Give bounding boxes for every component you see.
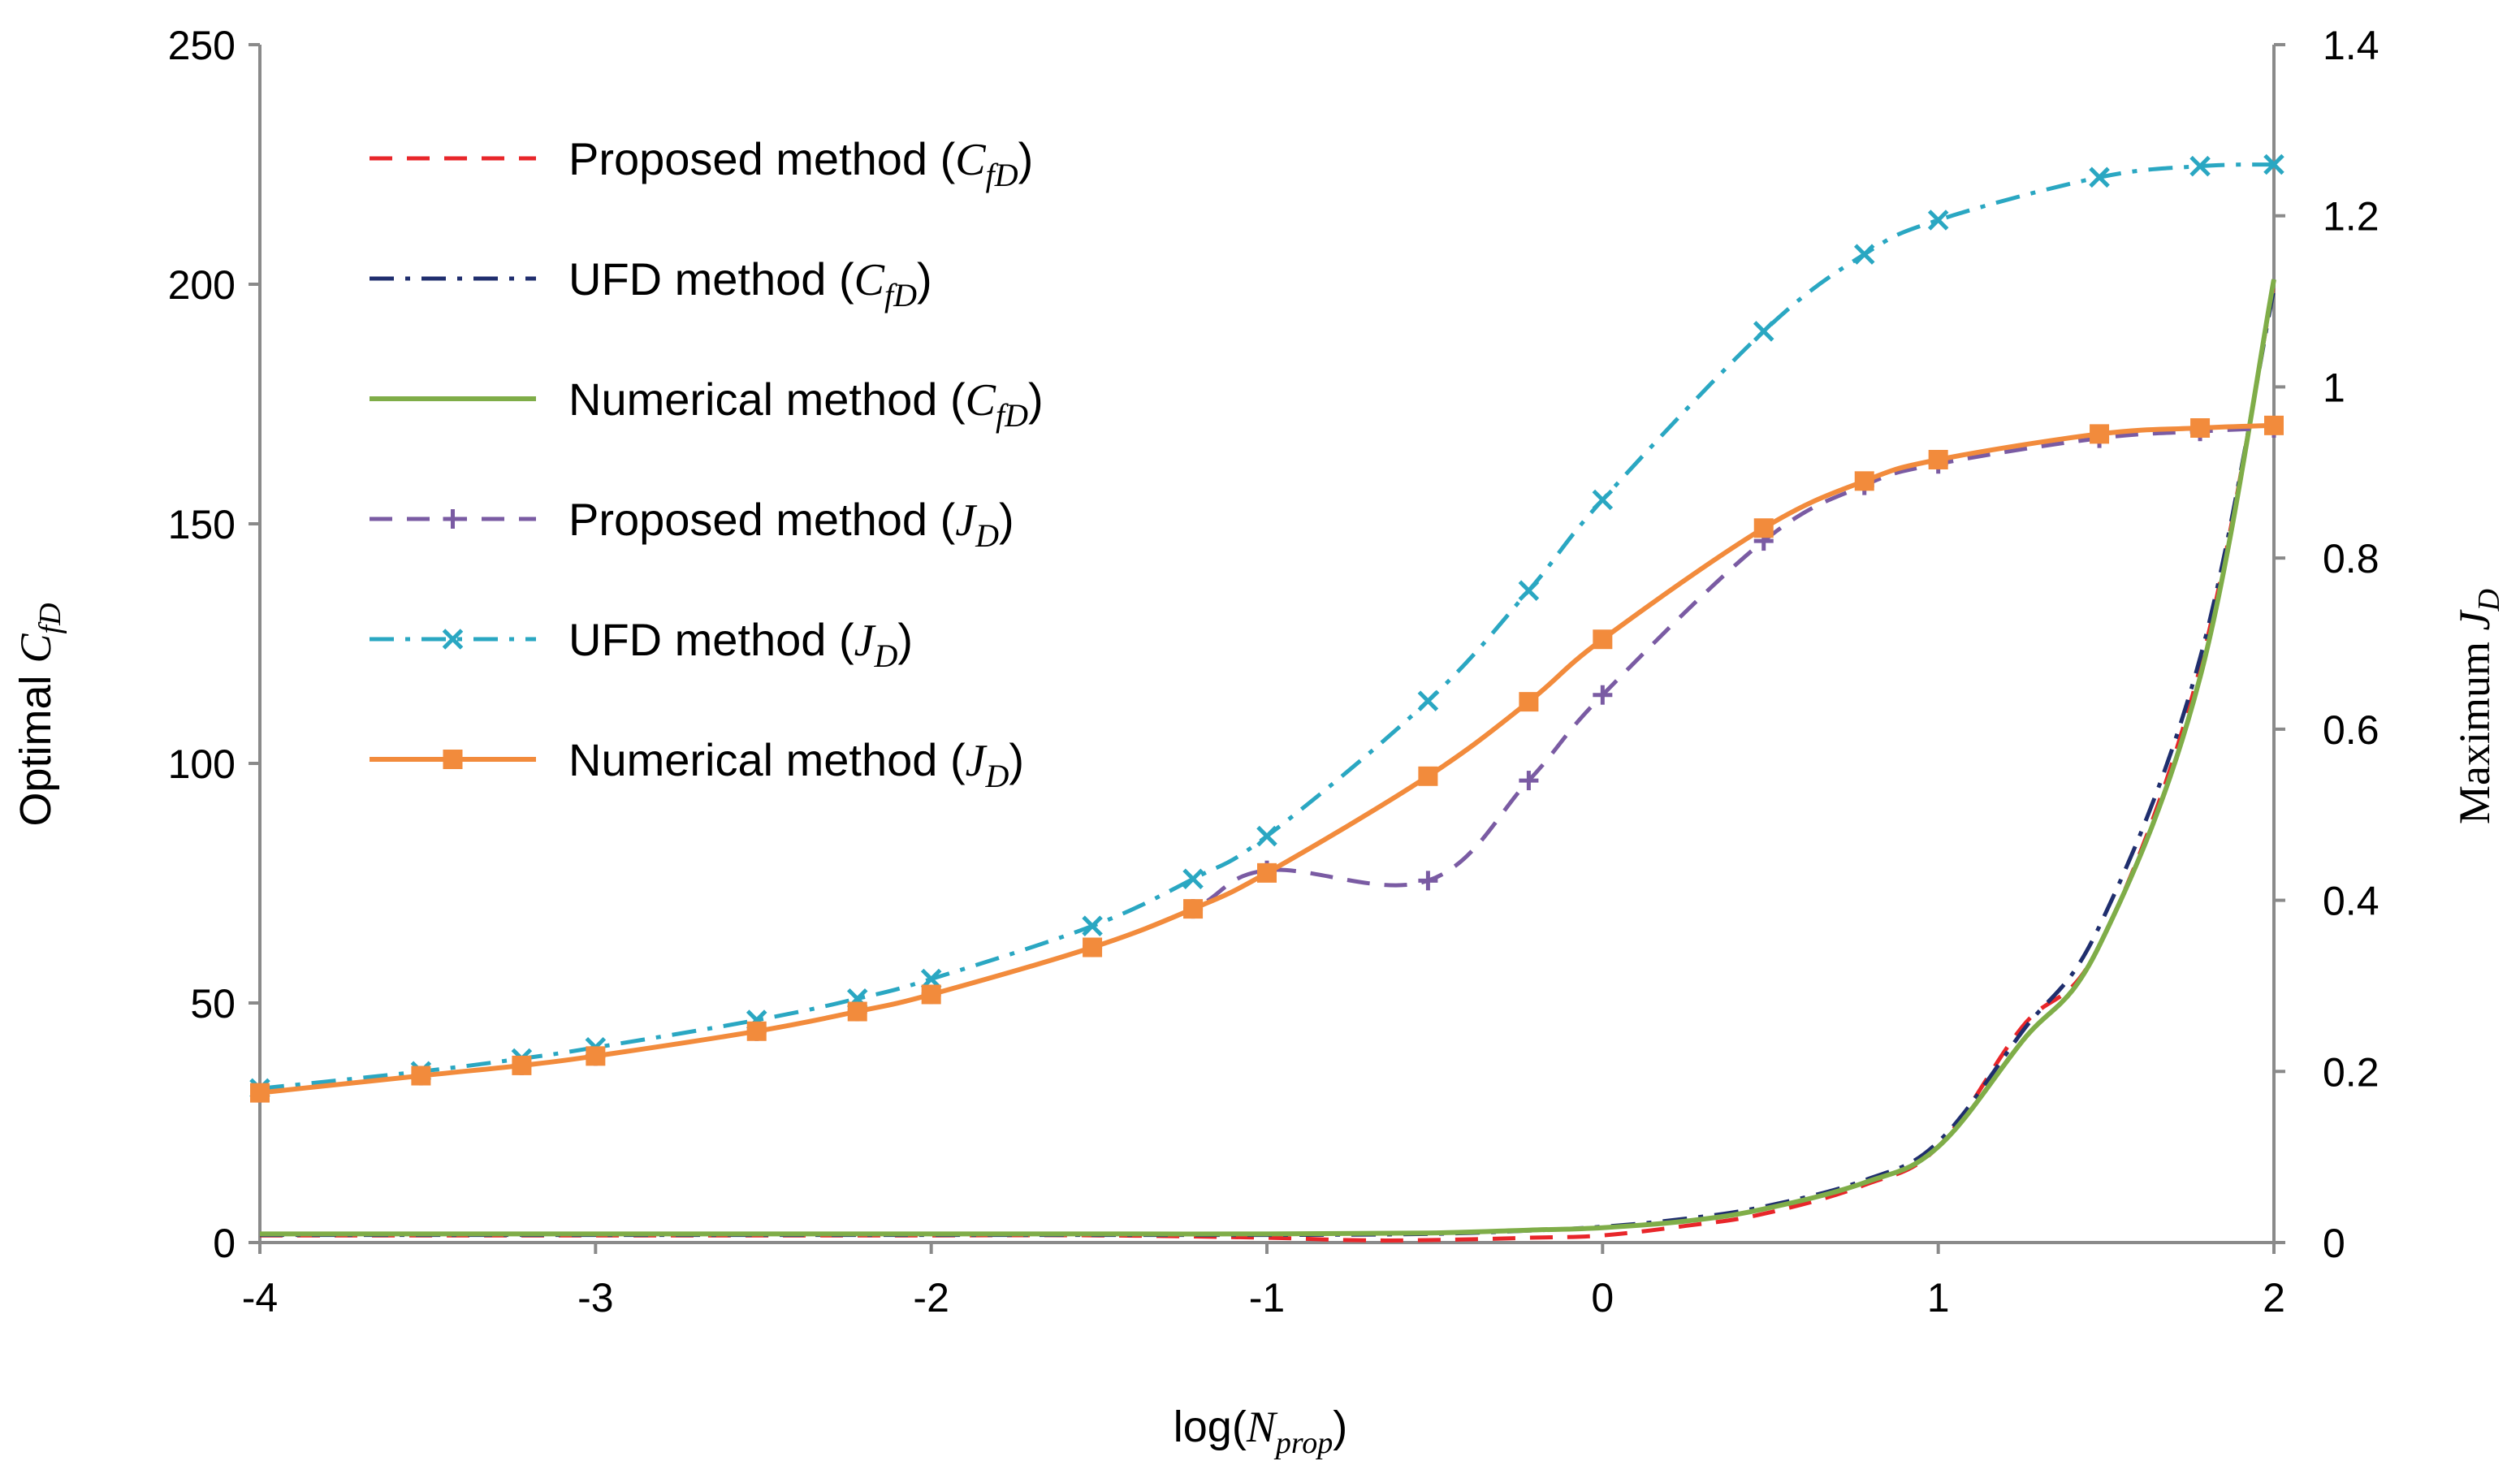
data-point [1418,871,1438,891]
x-axis-label: log(Nprop) [1174,1403,1347,1460]
data-point [1257,862,1277,883]
data-point [1082,915,1103,936]
y-left-tick-label: 200 [168,262,236,308]
y-left-axis-label: Optimal CfD [11,603,67,826]
data-point [921,984,941,1005]
data-point [1083,937,1103,957]
data-point [1519,771,1539,791]
data-point [2090,424,2110,444]
legend-item: Proposed method (CfD) [370,133,1033,193]
legend-item: Proposed method (JD) [370,494,1014,554]
x-ticks: -4 -3 -2 -1 0 1 2 [242,1243,2285,1321]
y-right-tick-label: 0.2 [2323,1049,2380,1095]
y-right-tick-label: 1.2 [2323,194,2380,240]
y-right-tick-label: 1 [2323,365,2345,410]
legend-item: UFD method (CfD) [370,253,932,313]
y-left-tick-label: 150 [168,502,236,547]
y-right-tick-label: 1.4 [2323,23,2380,68]
y-right-axis-label: Maximum JD [2450,589,2506,824]
data-point [1592,489,1614,511]
data-point [746,1021,767,1041]
legend-item: Numerical method (JD) [370,734,1024,794]
data-point [1928,449,1948,469]
y-left-ticks: 0 50 100 150 200 250 [168,23,260,1266]
data-point [1753,518,1774,538]
x-tick-label: 0 [1591,1275,1614,1321]
legend-marker [443,509,463,529]
legend-label: UFD method (JD) [568,614,913,674]
legend-marker [442,629,464,650]
data-point [1183,899,1204,919]
data-point [1417,690,1439,711]
series-4 [249,153,2284,1100]
series-line [260,279,2276,1237]
data-point [586,1046,606,1066]
data-point [1182,868,1204,889]
x-tick-label: 2 [2263,1275,2285,1321]
data-point [2190,418,2211,438]
legend-marker [443,750,463,769]
data-point [1853,244,1875,265]
series-2 [260,279,2276,1237]
x-tick-label: -1 [1249,1275,1285,1321]
y-left-tick-label: 250 [168,23,236,68]
legend-label: UFD method (CfD) [568,253,932,313]
data-point [1854,471,1874,491]
data-point [512,1055,532,1075]
data-point [2264,415,2284,435]
y-left-tick-label: 50 [190,981,236,1027]
y-left-tick-label: 0 [213,1221,236,1266]
y-right-ticks: 0 0.2 0.4 0.6 0.8 1 1.2 1.4 [2274,23,2380,1266]
y-right-tick-label: 0.8 [2323,536,2380,581]
data-point [1753,321,1774,342]
data-point [847,1001,867,1022]
x-tick-label: -2 [913,1275,949,1321]
legend-item: UFD method (JD) [370,614,913,674]
series-layer [249,153,2284,1243]
data-point [1593,629,1613,650]
legend-label: Proposed method (JD) [568,494,1014,554]
x-tick-label: -3 [577,1275,613,1321]
legend-label: Numerical method (CfD) [568,374,1044,434]
y-right-tick-label: 0.6 [2323,707,2380,753]
y-right-tick-label: 0 [2323,1221,2345,1266]
y-left-tick-label: 100 [168,741,236,787]
data-point [411,1066,431,1086]
data-point [250,1083,270,1103]
legend-label: Proposed method (CfD) [568,133,1033,193]
data-point [2263,153,2284,175]
legend-item: Numerical method (CfD) [370,374,1044,434]
series-5 [250,415,2284,1103]
data-point [1519,692,1539,712]
x-tick-label: 1 [1927,1275,1950,1321]
legend-label: Numerical method (JD) [568,734,1024,794]
x-tick-label: -4 [242,1275,278,1321]
data-point [2089,166,2110,188]
data-point [1927,210,1949,231]
legend: Proposed method (CfD) UFD method (CfD) Num… [370,133,1044,794]
y-right-tick-label: 0.4 [2323,879,2380,924]
data-point [2189,155,2211,177]
data-point [1418,766,1438,786]
data-point [1256,825,1277,847]
data-point [1518,580,1540,601]
data-point [1593,685,1613,705]
